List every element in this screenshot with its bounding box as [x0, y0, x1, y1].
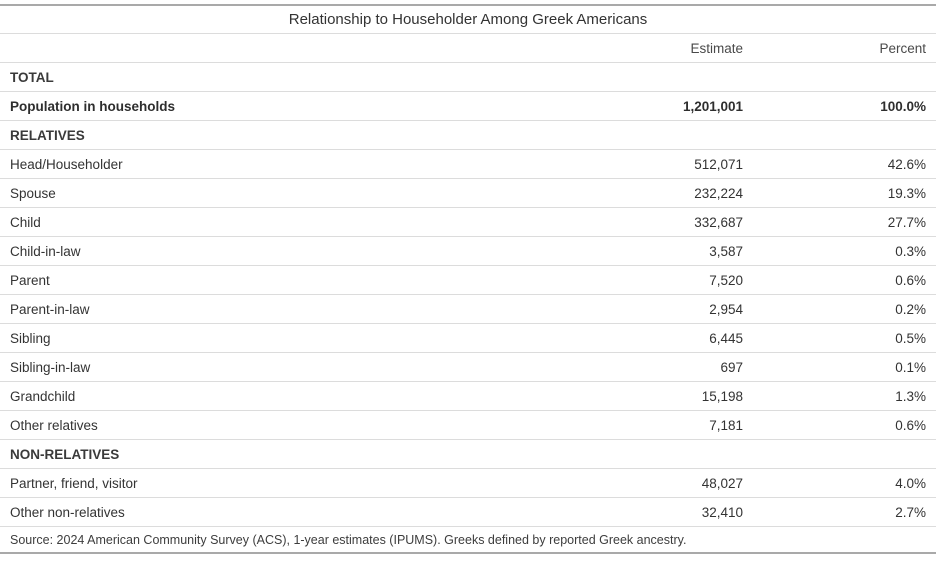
column-header-row: Estimate Percent	[0, 34, 936, 63]
bottom-rule	[0, 552, 936, 554]
table-row: Parent 7,520 0.6%	[0, 266, 936, 295]
estimate-value: 6,445	[709, 330, 743, 346]
estimate-value: 7,181	[709, 417, 743, 433]
section-label: TOTAL	[10, 69, 54, 85]
estimate-value: 2,954	[709, 301, 743, 317]
row-label: Child-in-law	[10, 243, 81, 259]
percent-value: 42.6%	[887, 156, 926, 172]
percent-value: 0.2%	[895, 301, 926, 317]
table-row: Grandchild 15,198 1.3%	[0, 382, 936, 411]
estimate-value: 512,071	[694, 156, 743, 172]
percent-value: 0.1%	[895, 359, 926, 375]
table-row: Sibling 6,445 0.5%	[0, 324, 936, 353]
row-label: Head/Householder	[10, 156, 123, 172]
table-row: Population in households 1,201,001 100.0…	[0, 92, 936, 121]
row-label: Other non-relatives	[10, 504, 125, 520]
row-label: Population in households	[10, 98, 175, 114]
section-row-total: TOTAL	[0, 63, 936, 92]
estimate-value: 7,520	[709, 272, 743, 288]
source-note: Source: 2024 American Community Survey (…	[10, 532, 687, 547]
estimate-value: 15,198	[701, 388, 743, 404]
percent-value: 100.0%	[880, 98, 926, 114]
estimate-value: 332,687	[694, 214, 743, 230]
row-label: Spouse	[10, 185, 56, 201]
table-title-row: Relationship to Householder Among Greek …	[0, 6, 936, 34]
row-label: Partner, friend, visitor	[10, 475, 138, 491]
top-rule	[0, 4, 936, 6]
percent-value: 2.7%	[895, 504, 926, 520]
column-header-estimate: Estimate	[690, 40, 743, 56]
table-row: Sibling-in-law 697 0.1%	[0, 353, 936, 382]
table-row: Other non-relatives 32,410 2.7%	[0, 498, 936, 527]
section-label: NON-RELATIVES	[10, 446, 120, 462]
row-label: Sibling-in-law	[10, 359, 91, 375]
source-note-row: Source: 2024 American Community Survey (…	[0, 527, 936, 552]
percent-value: 4.0%	[895, 475, 926, 491]
column-header-percent: Percent	[879, 40, 926, 56]
percent-value: 19.3%	[887, 185, 926, 201]
percent-value: 0.3%	[895, 243, 926, 259]
estimate-value: 697	[720, 359, 743, 375]
section-row-non-relatives: NON-RELATIVES	[0, 440, 936, 469]
section-row-relatives: RELATIVES	[0, 121, 936, 150]
table-row: Child 332,687 27.7%	[0, 208, 936, 237]
row-label: Child	[10, 214, 41, 230]
section-label: RELATIVES	[10, 127, 85, 143]
table-row: Spouse 232,224 19.3%	[0, 179, 936, 208]
percent-value: 27.7%	[887, 214, 926, 230]
row-label: Parent-in-law	[10, 301, 90, 317]
table-row: Partner, friend, visitor 48,027 4.0%	[0, 469, 936, 498]
table-row: Head/Householder 512,071 42.6%	[0, 150, 936, 179]
estimate-value: 232,224	[694, 185, 743, 201]
page-title: Relationship to Householder Among Greek …	[288, 11, 648, 28]
table-row: Other relatives 7,181 0.6%	[0, 411, 936, 440]
row-label: Sibling	[10, 330, 51, 346]
table-row: Parent-in-law 2,954 0.2%	[0, 295, 936, 324]
percent-value: 0.6%	[895, 272, 926, 288]
row-label: Other relatives	[10, 417, 98, 433]
table-row: Child-in-law 3,587 0.3%	[0, 237, 936, 266]
estimate-value: 32,410	[701, 504, 743, 520]
percent-value: 0.5%	[895, 330, 926, 346]
estimate-value: 48,027	[701, 475, 743, 491]
estimate-value: 3,587	[709, 243, 743, 259]
row-label: Parent	[10, 272, 50, 288]
row-label: Grandchild	[10, 388, 76, 404]
estimate-value: 1,201,001	[682, 98, 743, 114]
percent-value: 1.3%	[895, 388, 926, 404]
percent-value: 0.6%	[895, 417, 926, 433]
